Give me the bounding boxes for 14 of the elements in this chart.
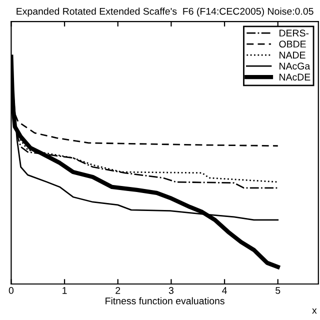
x-tick-label: 4 [222, 287, 227, 294]
legend-label: DERS- [280, 30, 309, 37]
text: x [312, 308, 317, 314]
x-tick-label: 0 [8, 287, 14, 294]
x-tick-label: 1 [62, 287, 67, 294]
legend-label: NAcGa [280, 62, 310, 70]
chart-title: Expanded Rotated Extended Scaffe's F6 (F14:CEC2005) Noise:0.05 [16, 8, 314, 17]
x-axis-title: Fitness function evaluations [106, 297, 224, 304]
legend-label: OBDE [279, 40, 306, 48]
x-tick-label: 2 [116, 287, 120, 294]
x-tick-label: 5 [276, 287, 280, 294]
legend-label: NAcDE [280, 74, 310, 81]
legend-label: NADE [280, 52, 306, 58]
x-tick-label: 3 [168, 287, 174, 294]
